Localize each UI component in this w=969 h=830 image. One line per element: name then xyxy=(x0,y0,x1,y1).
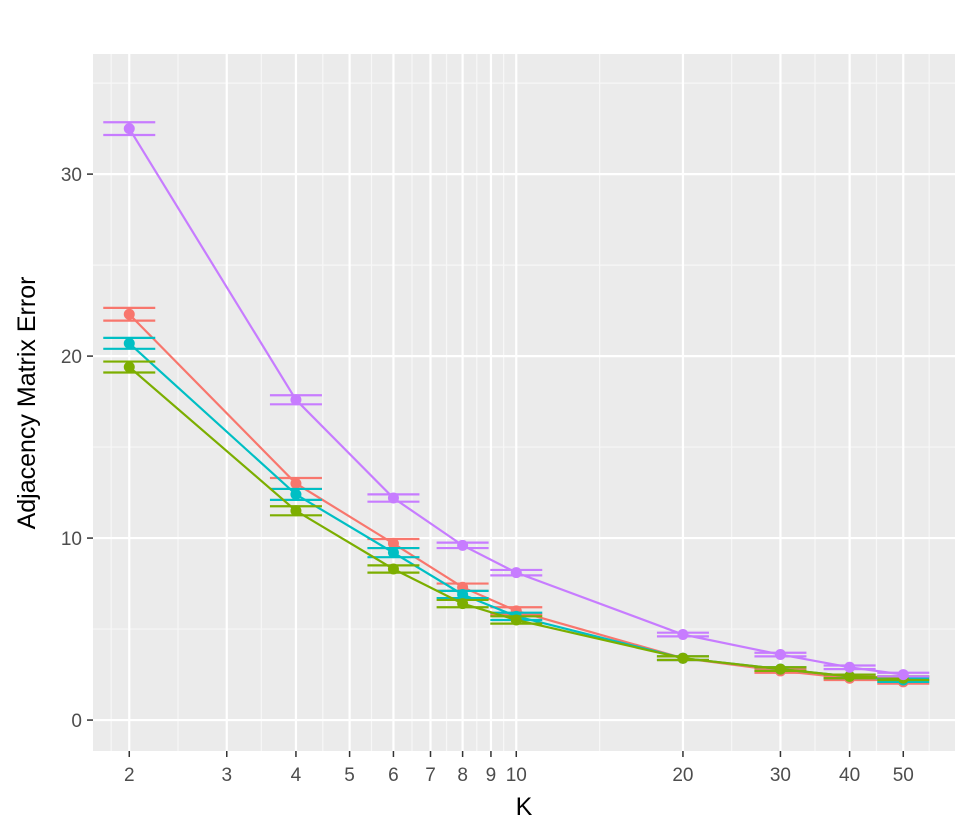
x-tick-label: 8 xyxy=(457,765,468,786)
data-point xyxy=(510,614,522,626)
data-point xyxy=(677,629,689,641)
x-axis: 2 3 4 5 6 7 8 9 10 20 30 40 50 xyxy=(124,751,914,786)
data-point xyxy=(290,477,302,489)
data-point xyxy=(510,567,522,579)
data-point xyxy=(897,669,909,681)
data-point xyxy=(290,505,302,517)
data-point xyxy=(123,337,135,349)
x-tick-label: 4 xyxy=(291,765,302,786)
series-layer xyxy=(103,121,930,688)
x-tick-label: 2 xyxy=(124,765,135,786)
series-4 xyxy=(103,121,930,681)
data-point xyxy=(387,547,399,559)
data-point xyxy=(457,598,469,610)
x-axis-title: K xyxy=(516,793,533,821)
minor-gridlines xyxy=(93,54,955,751)
x-tick-label: 7 xyxy=(425,765,436,786)
data-point xyxy=(457,539,469,551)
x-tick-label: 9 xyxy=(486,765,497,786)
y-axis-title: Adjacency Matrix Error xyxy=(13,277,41,530)
series-3 xyxy=(103,360,930,684)
y-axis: 0 10 20 30 xyxy=(61,165,93,732)
y-tick-label: 30 xyxy=(61,165,82,186)
data-point xyxy=(774,649,786,661)
x-tick-label: 30 xyxy=(770,765,791,786)
data-point xyxy=(123,361,135,373)
x-tick-label: 5 xyxy=(344,765,355,786)
data-point xyxy=(387,492,399,504)
y-tick-label: 0 xyxy=(71,711,82,732)
y-tick-label: 10 xyxy=(61,529,82,550)
data-point xyxy=(290,488,302,500)
major-gridlines xyxy=(93,54,955,751)
data-point xyxy=(387,538,399,550)
data-point xyxy=(387,563,399,575)
data-point xyxy=(774,663,786,675)
panel-background xyxy=(93,54,955,751)
x-tick-label: 20 xyxy=(672,765,693,786)
x-tick-label: 40 xyxy=(839,765,860,786)
y-tick-label: 20 xyxy=(61,347,82,368)
data-point xyxy=(123,308,135,320)
x-tick-label: 50 xyxy=(893,765,914,786)
data-point xyxy=(290,394,302,406)
data-point xyxy=(677,652,689,664)
x-tick-label: 3 xyxy=(221,765,232,786)
data-point xyxy=(844,670,856,682)
x-tick-label: 6 xyxy=(388,765,399,786)
x-tick-label: 10 xyxy=(506,765,527,786)
data-point xyxy=(844,661,856,673)
data-point xyxy=(123,123,135,135)
data-point xyxy=(457,588,469,600)
